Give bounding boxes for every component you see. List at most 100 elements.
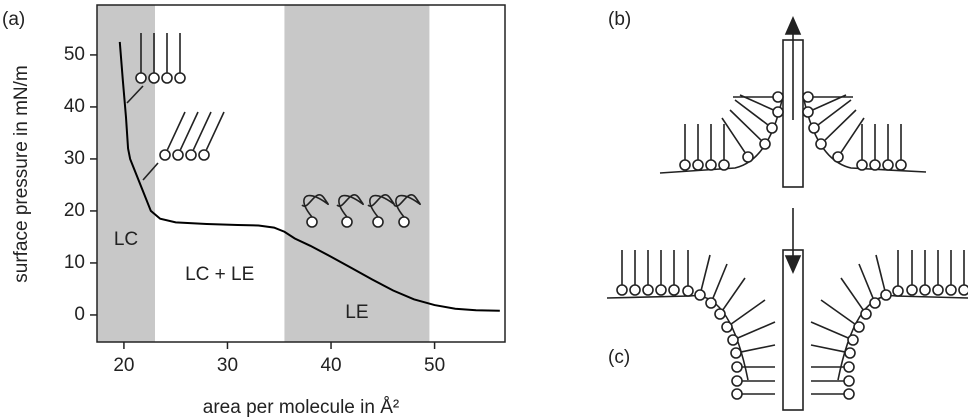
lipid-head (731, 361, 743, 373)
lipid-head (843, 388, 855, 400)
lipid-head (906, 284, 918, 296)
lipid-head (844, 347, 856, 359)
lipid-head (174, 72, 186, 84)
lipid-head (892, 285, 904, 297)
lipid-head (731, 388, 743, 400)
lipid-head (895, 159, 907, 171)
leader (126, 85, 144, 104)
lipid-tail (737, 321, 776, 339)
y-axis-title: surface pressure in mN/m (11, 65, 32, 283)
lipid-head (341, 216, 353, 228)
plot-area: LC LC + LE LE 20 30 40 50 0 10 20 30 40 50 (64, 4, 506, 376)
lipid-head (843, 375, 855, 387)
phase-label: LC + LE (185, 264, 254, 285)
lipid-tail (192, 111, 212, 151)
lipid-head (198, 149, 210, 161)
lipid-head (731, 375, 743, 387)
lipid-head (727, 334, 739, 346)
lipid-head (882, 159, 894, 171)
lipid-tail (712, 263, 728, 299)
lipid-head (398, 216, 410, 228)
lipid-head (372, 216, 384, 228)
lipid-head (730, 347, 742, 359)
lipid-head (714, 308, 726, 320)
y-tick-label: 30 (64, 148, 85, 169)
lipid-head (185, 149, 197, 161)
lipid-head (692, 159, 704, 171)
lipid-head (705, 159, 717, 171)
lipid-tail (810, 344, 846, 353)
lipid-head (853, 321, 865, 333)
lipid-head (766, 122, 778, 134)
lipid-head (919, 284, 931, 296)
isotherm-curve (118, 41, 500, 312)
y-tick-label: 0 (74, 304, 85, 325)
lipid-tail (858, 263, 874, 299)
phase-region (97, 5, 155, 342)
lipid-tail (734, 99, 769, 126)
lipid-head (815, 138, 827, 150)
lipid-head (856, 159, 868, 171)
lipid-tail (875, 254, 886, 291)
lipid-head (802, 91, 814, 103)
lipid-head (655, 284, 667, 296)
lipid-tail (205, 111, 225, 151)
lipid-tail (367, 194, 395, 218)
lipid-head (772, 91, 784, 103)
lipid-head (694, 289, 706, 301)
lipid-tail (301, 194, 329, 218)
lipid-tail (393, 194, 421, 218)
plot-frame (96, 4, 506, 343)
lipid-head (172, 149, 184, 161)
lipid-head (148, 72, 160, 84)
arrow-head (784, 255, 802, 274)
leader (142, 162, 159, 181)
x-tick-label: 20 (113, 355, 134, 376)
lipid-head (616, 284, 628, 296)
lipid-head (843, 361, 855, 373)
lipid-head (808, 122, 820, 134)
lipid-tail (731, 299, 766, 325)
lipid-head (668, 284, 680, 296)
lipid-head (860, 308, 872, 320)
panel-label: (b) (608, 9, 631, 30)
lipid-head (682, 285, 694, 297)
x-tick-label: 30 (217, 355, 238, 376)
lipid-head (705, 297, 717, 309)
lipid-head (721, 321, 733, 333)
lipid-head (847, 334, 859, 346)
lipid-head (679, 159, 691, 171)
lipid-tail (166, 111, 186, 151)
lipid-head (772, 106, 784, 118)
lipid-head (880, 289, 892, 301)
lipid-tail (824, 109, 857, 141)
phase-label: LE (345, 302, 368, 323)
y-tick-label: 20 (64, 200, 85, 221)
lipid-tail (722, 277, 746, 311)
lipid-head (161, 72, 173, 84)
lipid-head (958, 284, 968, 296)
lipid-tail (721, 117, 746, 153)
lipid-head (135, 72, 147, 84)
y-tick-label: 40 (64, 96, 85, 117)
lipid-head (159, 149, 171, 161)
x-tick-label: 40 (320, 355, 341, 376)
plate (782, 249, 804, 411)
lipid-tail (840, 117, 865, 153)
lipid-tail (179, 111, 199, 151)
lipid-head (832, 151, 844, 163)
lipid-tail (336, 194, 364, 218)
molecule-sketches (126, 16, 968, 411)
lipid-tail (740, 344, 776, 353)
panel-label: (a) (2, 9, 25, 30)
phase-region (284, 5, 430, 342)
x-tick-label: 50 (424, 355, 445, 376)
lipid-head (759, 138, 771, 150)
lipid-head (629, 284, 641, 296)
y-tick-label: 50 (64, 44, 85, 65)
lipid-head (869, 297, 881, 309)
x-axis-title: area per molecule in Å² (203, 397, 399, 418)
lipid-tail (820, 299, 855, 325)
lipid-head (718, 159, 730, 171)
